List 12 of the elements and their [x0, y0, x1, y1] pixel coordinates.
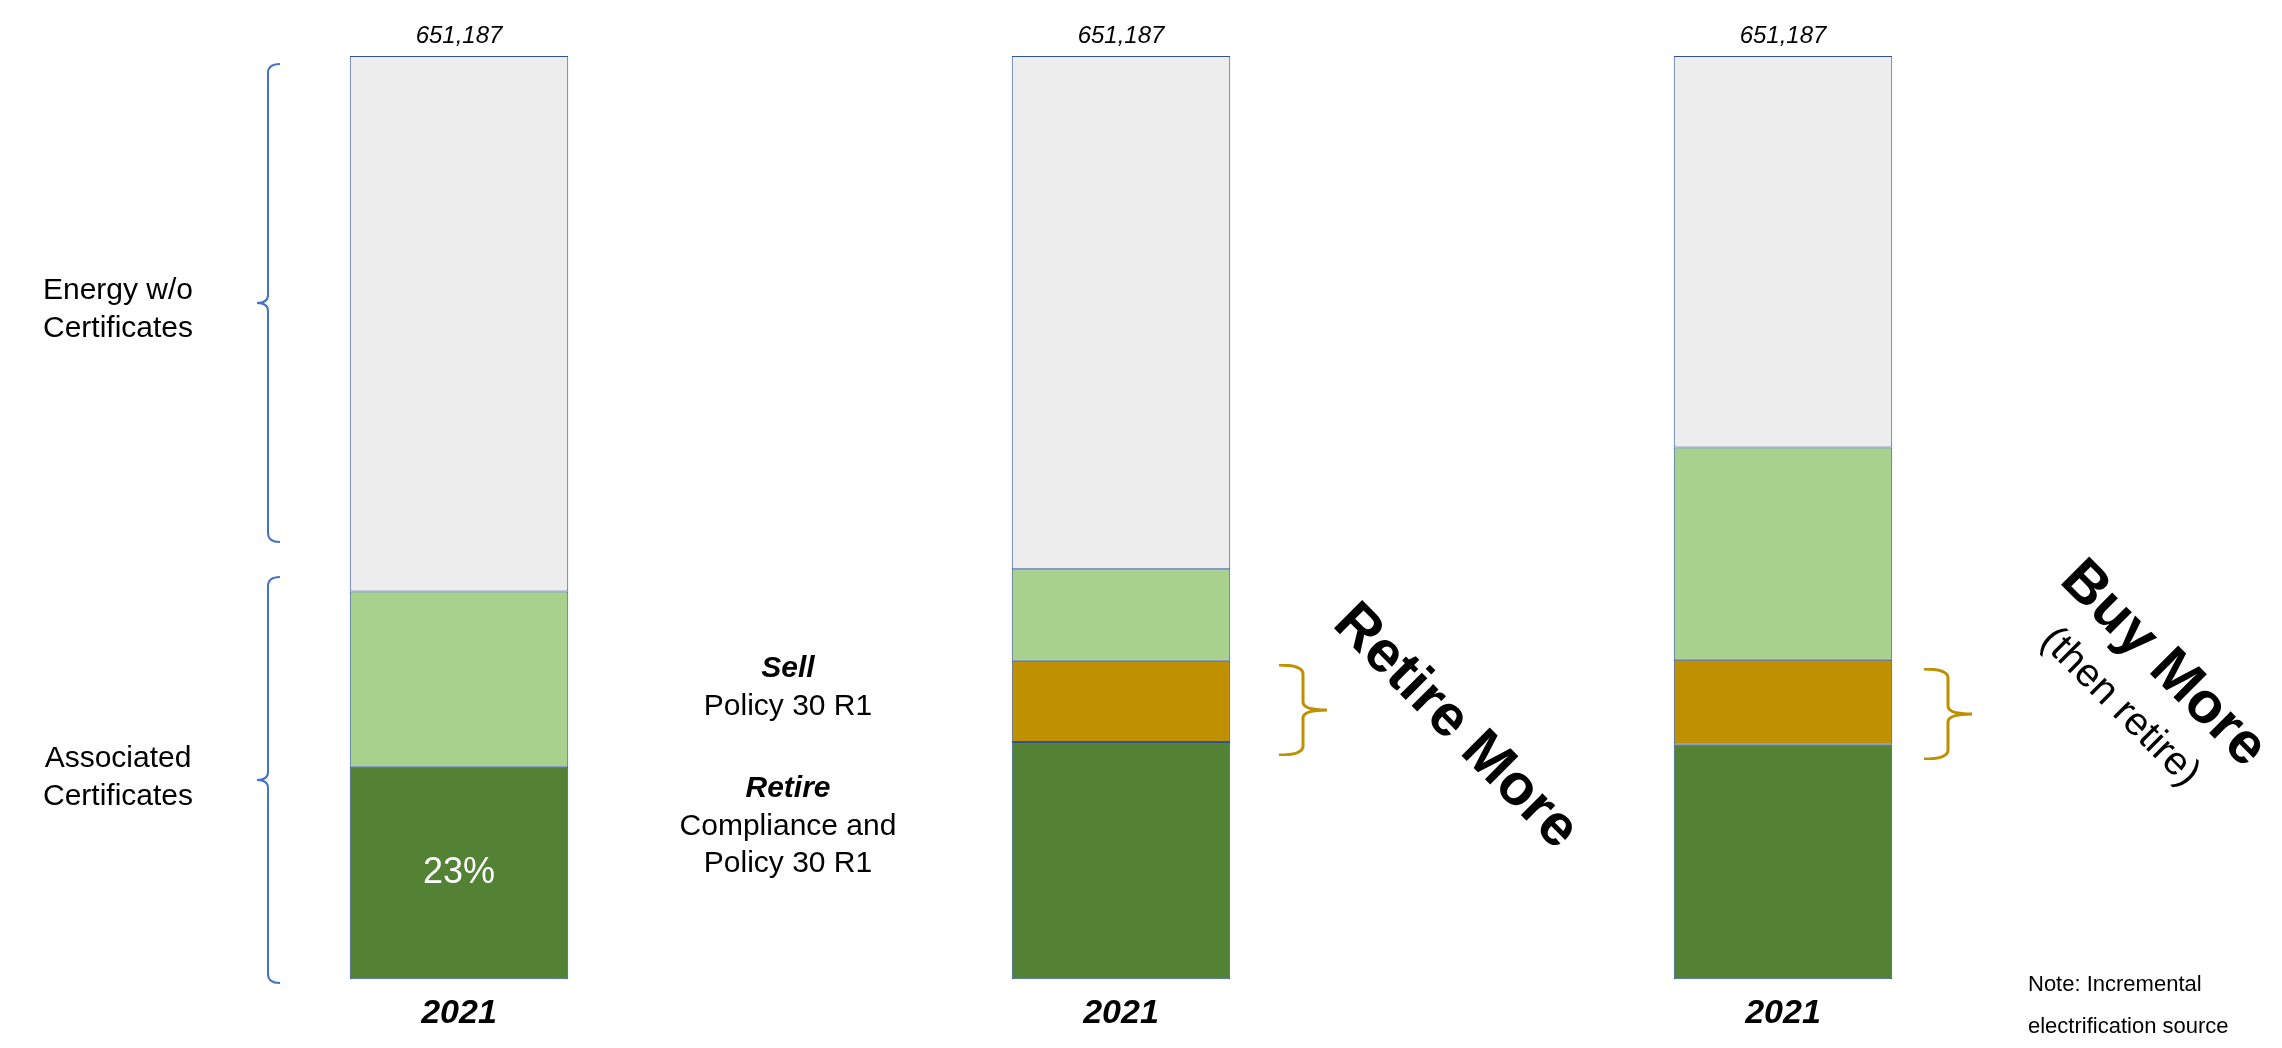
x-tick-label: 2021 — [1082, 991, 1159, 1030]
x-tick-label: 2021 — [1744, 991, 1821, 1030]
text: 651,187 — [415, 20, 505, 48]
text: 651,187 — [1077, 20, 1167, 48]
annotation: Sell Policy 30 R1 — [702, 649, 874, 723]
annotation: Retire Compliance and Policy 30 R1 — [678, 769, 898, 880]
x-tick-label: 2021 — [420, 991, 497, 1030]
annotation: Associated Certificates — [41, 739, 194, 813]
annotation: Note: Incremental electrification source — [2028, 970, 2230, 1040]
data-label: 23% — [422, 849, 496, 891]
annotation: Energy w/o Certificates — [41, 271, 195, 345]
text: 651,187 — [1739, 20, 1829, 48]
